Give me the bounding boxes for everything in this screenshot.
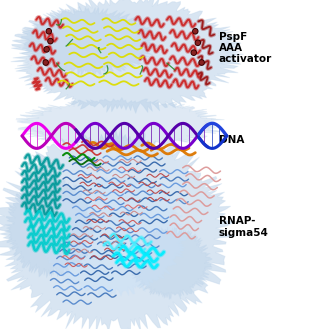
Polygon shape bbox=[5, 176, 95, 278]
Polygon shape bbox=[40, 175, 187, 296]
Text: RNAP-
sigma54: RNAP- sigma54 bbox=[219, 216, 269, 238]
Polygon shape bbox=[0, 127, 236, 329]
Circle shape bbox=[193, 29, 198, 34]
Circle shape bbox=[195, 40, 200, 45]
Circle shape bbox=[48, 38, 53, 44]
Polygon shape bbox=[11, 0, 243, 113]
Circle shape bbox=[196, 41, 199, 44]
Polygon shape bbox=[16, 98, 224, 148]
Circle shape bbox=[46, 29, 51, 34]
Circle shape bbox=[200, 61, 203, 64]
Circle shape bbox=[44, 47, 49, 52]
Circle shape bbox=[199, 60, 204, 65]
Circle shape bbox=[49, 39, 52, 43]
Circle shape bbox=[45, 48, 48, 51]
Polygon shape bbox=[21, 7, 157, 76]
Circle shape bbox=[192, 51, 195, 54]
Circle shape bbox=[191, 50, 196, 55]
Polygon shape bbox=[128, 227, 212, 299]
Circle shape bbox=[44, 61, 47, 64]
Circle shape bbox=[194, 30, 197, 33]
Circle shape bbox=[43, 60, 48, 65]
Circle shape bbox=[47, 30, 50, 33]
Text: DNA: DNA bbox=[219, 135, 244, 145]
Text: PspF
AAA
activator: PspF AAA activator bbox=[219, 32, 272, 64]
